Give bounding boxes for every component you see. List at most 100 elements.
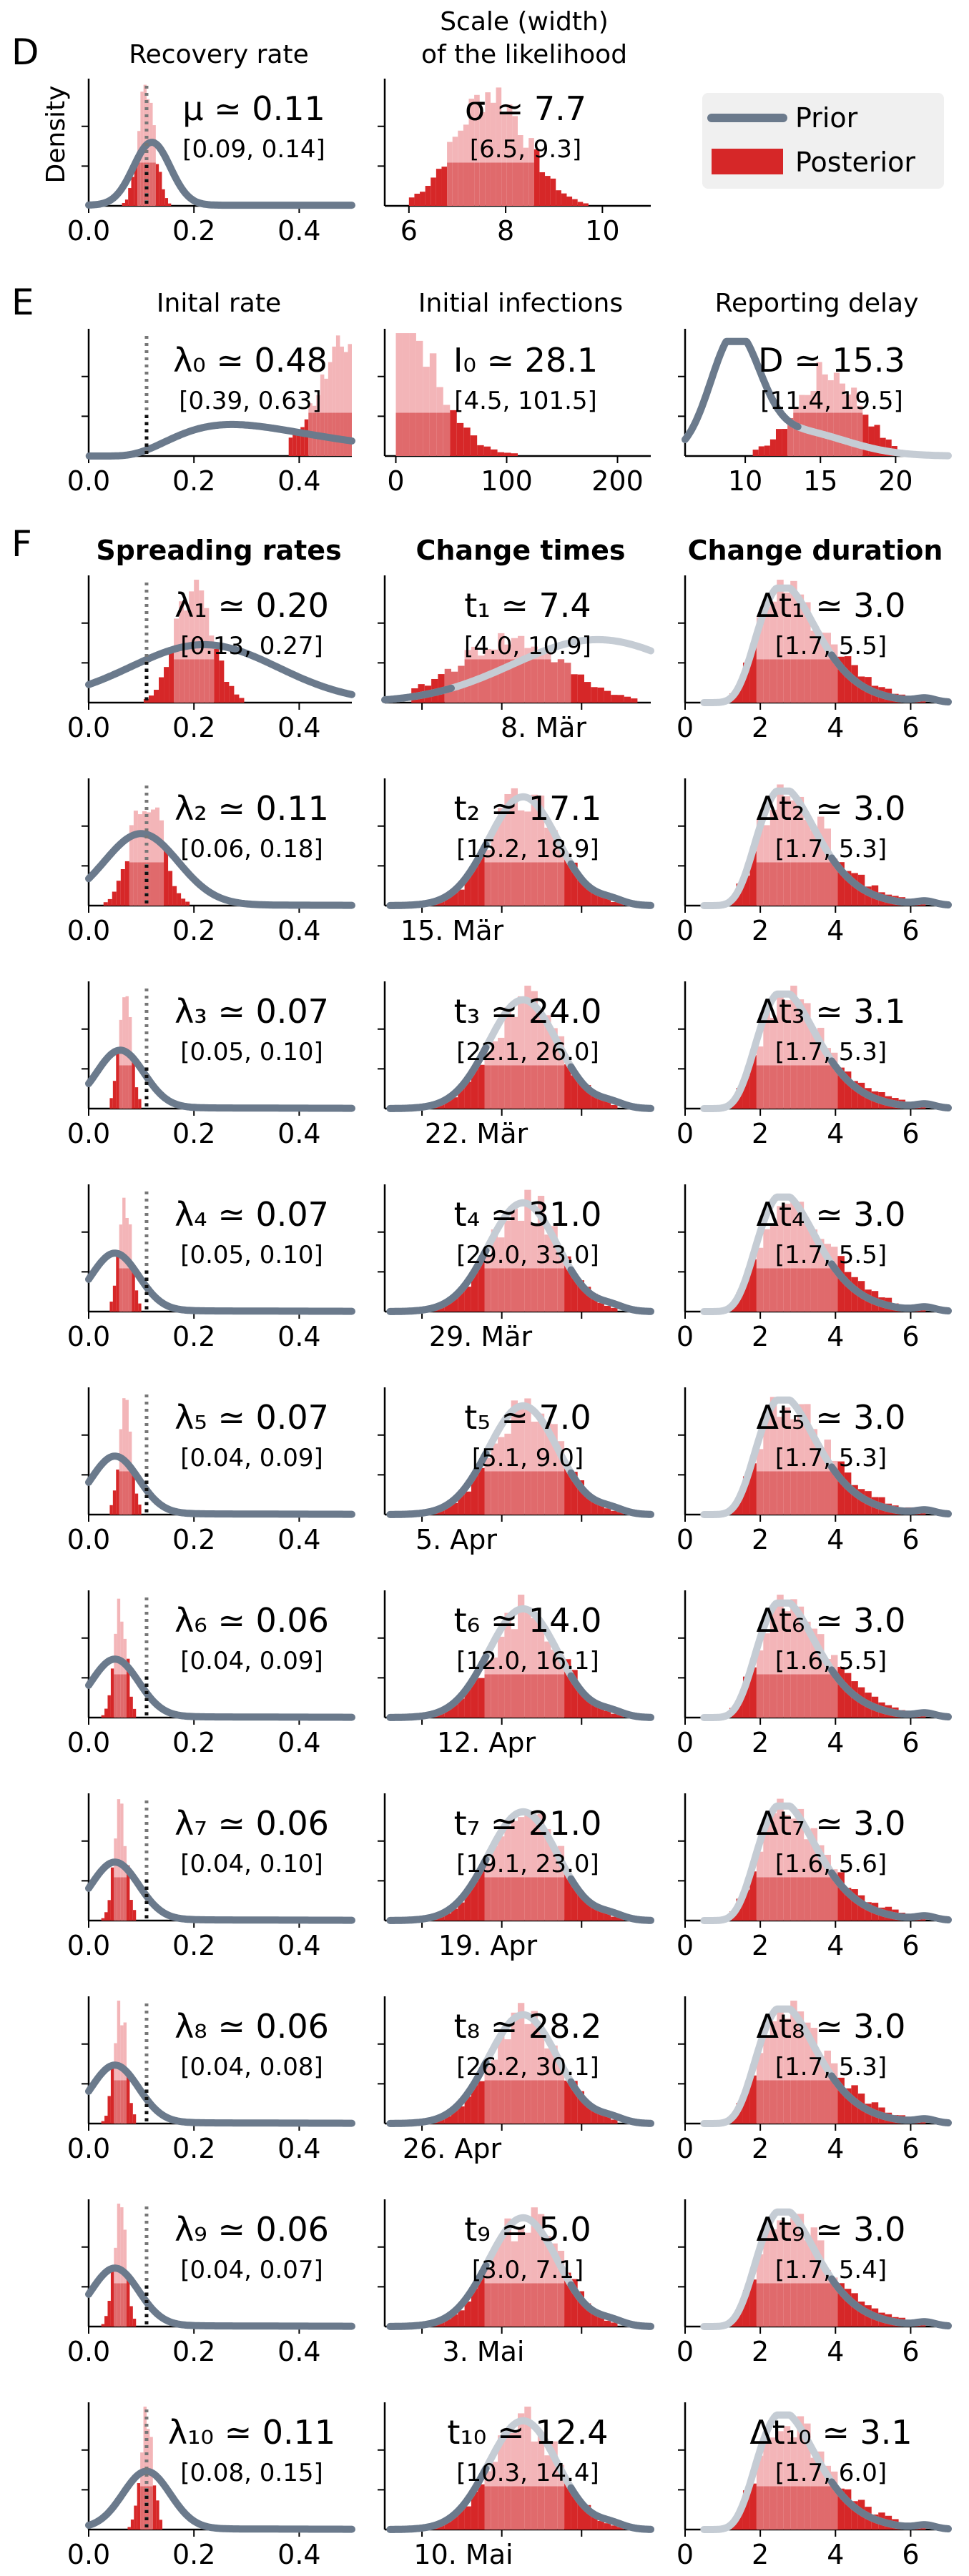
posterior-bar bbox=[518, 862, 525, 906]
x-tick-label: 0.4 bbox=[277, 1930, 320, 1961]
x-tick-label: 2 bbox=[752, 2133, 769, 2164]
posterior-median-label: λ₇ ≃ 0.06 bbox=[174, 1804, 329, 1843]
posterior-bar-upper bbox=[320, 374, 325, 413]
posterior-bar bbox=[129, 2306, 133, 2327]
posterior-bar bbox=[443, 412, 451, 456]
posterior-bar bbox=[511, 1674, 518, 1718]
posterior-bar bbox=[112, 1490, 117, 1515]
posterior-bar bbox=[484, 1268, 491, 1312]
posterior-bar bbox=[498, 659, 505, 703]
panel-change-time-7: t₇ ≃ 21.0 [19.1, 23.0] 19. Apr bbox=[378, 1793, 654, 1961]
posterior-bar bbox=[120, 2283, 124, 2327]
credible-interval-label: [1.7, 5.3] bbox=[775, 2053, 887, 2081]
posterior-bar bbox=[817, 659, 825, 703]
posterior-bar-upper bbox=[335, 335, 340, 413]
posterior-bar-upper bbox=[120, 1803, 124, 1878]
posterior-bar bbox=[539, 172, 546, 206]
posterior-bar bbox=[101, 1715, 105, 1718]
posterior-bar bbox=[564, 2483, 571, 2530]
posterior-bar bbox=[491, 1065, 498, 1109]
posterior-bar bbox=[564, 2080, 571, 2124]
posterior-bar-upper bbox=[484, 648, 491, 660]
posterior-bar bbox=[125, 1268, 129, 1312]
posterior-bar bbox=[524, 1065, 531, 1109]
x-tick-label: 8 bbox=[497, 215, 514, 247]
panel-initial-infections: 0 100 200 I₀ ≃ 28.1 [4.5, 101.5] bbox=[378, 329, 651, 497]
x-tick-label: 0.0 bbox=[67, 1321, 110, 1352]
posterior-bar bbox=[471, 866, 478, 906]
x-tick-label: 0.0 bbox=[67, 2539, 110, 2570]
prior-curve bbox=[386, 1247, 490, 1315]
posterior-bar-upper bbox=[544, 827, 551, 863]
posterior-median-label: Δt₉ ≃ 3.0 bbox=[757, 2210, 906, 2249]
posterior-median-label: t₃ ≃ 24.0 bbox=[454, 992, 602, 1031]
posterior-bar bbox=[436, 169, 442, 206]
posterior-bar-upper bbox=[484, 1255, 491, 1269]
posterior-bar bbox=[763, 1471, 770, 1515]
posterior-bar-upper bbox=[491, 1041, 498, 1066]
posterior-bar-upper bbox=[120, 2025, 124, 2081]
posterior-bar-upper bbox=[827, 380, 834, 413]
posterior-bar bbox=[597, 896, 604, 906]
panel-letter-d: D bbox=[11, 31, 39, 73]
x-tick-label: 0.0 bbox=[67, 1118, 110, 1149]
posterior-bar-upper bbox=[783, 796, 791, 863]
x-tick-label: 0.4 bbox=[277, 1321, 320, 1352]
posterior-bar bbox=[817, 1471, 825, 1515]
posterior-bar bbox=[584, 2303, 591, 2327]
posterior-bar bbox=[851, 1889, 858, 1921]
posterior-bar-upper bbox=[797, 1808, 805, 1878]
panel-letter-e: E bbox=[11, 282, 34, 323]
posterior-bar bbox=[763, 659, 770, 703]
posterior-bar bbox=[564, 1659, 571, 1718]
x-tick-label: 0.0 bbox=[67, 465, 110, 497]
posterior-bar bbox=[611, 695, 618, 703]
posterior-bar-upper bbox=[120, 2207, 124, 2284]
posterior-bar-upper bbox=[491, 1657, 498, 1675]
posterior-bar-upper bbox=[551, 1226, 558, 1269]
posterior-bar bbox=[125, 1471, 129, 1515]
posterior-bar-upper bbox=[479, 112, 486, 163]
x-tick-label: 4 bbox=[827, 1321, 844, 1352]
posterior-bar-upper bbox=[756, 818, 764, 863]
posterior-bar bbox=[551, 1268, 558, 1312]
panel-change-duration-7: 0 2 4 6 Δt₇ ≃ 3.0 [1.6, 5.6] bbox=[677, 1793, 952, 1961]
prior-curve bbox=[828, 1463, 952, 1517]
posterior-bar bbox=[857, 1489, 865, 1515]
posterior-bar bbox=[763, 1877, 770, 1921]
posterior-bar bbox=[544, 659, 551, 703]
posterior-bar bbox=[537, 2080, 545, 2124]
posterior-bar bbox=[471, 2491, 478, 2530]
posterior-bar-upper bbox=[504, 644, 511, 660]
posterior-bar-upper bbox=[797, 2214, 805, 2284]
prior-curve bbox=[85, 1452, 355, 1518]
posterior-bar bbox=[851, 2501, 858, 2530]
posterior-bar bbox=[484, 1065, 491, 1109]
posterior-bar bbox=[498, 1268, 505, 1312]
posterior-bar bbox=[109, 1302, 113, 1312]
posterior-bar bbox=[571, 862, 578, 906]
prior-curve bbox=[85, 1249, 355, 1315]
posterior-bar bbox=[557, 862, 565, 906]
credible-interval-label: [1.7, 5.5] bbox=[775, 1241, 887, 1269]
posterior-bar bbox=[143, 698, 149, 703]
posterior-bar bbox=[292, 430, 297, 456]
posterior-bar bbox=[591, 1293, 598, 1312]
posterior-bar bbox=[783, 659, 791, 703]
title-inital-rate: Inital rate bbox=[157, 289, 281, 318]
credible-interval-label: [0.04, 0.09] bbox=[180, 1444, 323, 1472]
posterior-bar bbox=[749, 1463, 757, 1515]
posterior-bar-upper bbox=[797, 2416, 805, 2487]
credible-interval-label: [29.0, 33.0] bbox=[456, 1241, 599, 1269]
credible-interval-label: [1.7, 5.3] bbox=[775, 1038, 887, 1066]
posterior-bar-upper bbox=[763, 825, 770, 863]
posterior-bar bbox=[551, 2283, 558, 2327]
prior-curve bbox=[386, 2262, 490, 2330]
posterior-bar-upper bbox=[544, 1828, 551, 1878]
x-tick-label: 2 bbox=[752, 712, 769, 743]
posterior-bar bbox=[591, 2513, 598, 2530]
posterior-bar bbox=[597, 1706, 604, 1718]
posterior-median-label: λ₀ ≃ 0.48 bbox=[173, 341, 328, 380]
posterior-bar bbox=[104, 2116, 108, 2124]
